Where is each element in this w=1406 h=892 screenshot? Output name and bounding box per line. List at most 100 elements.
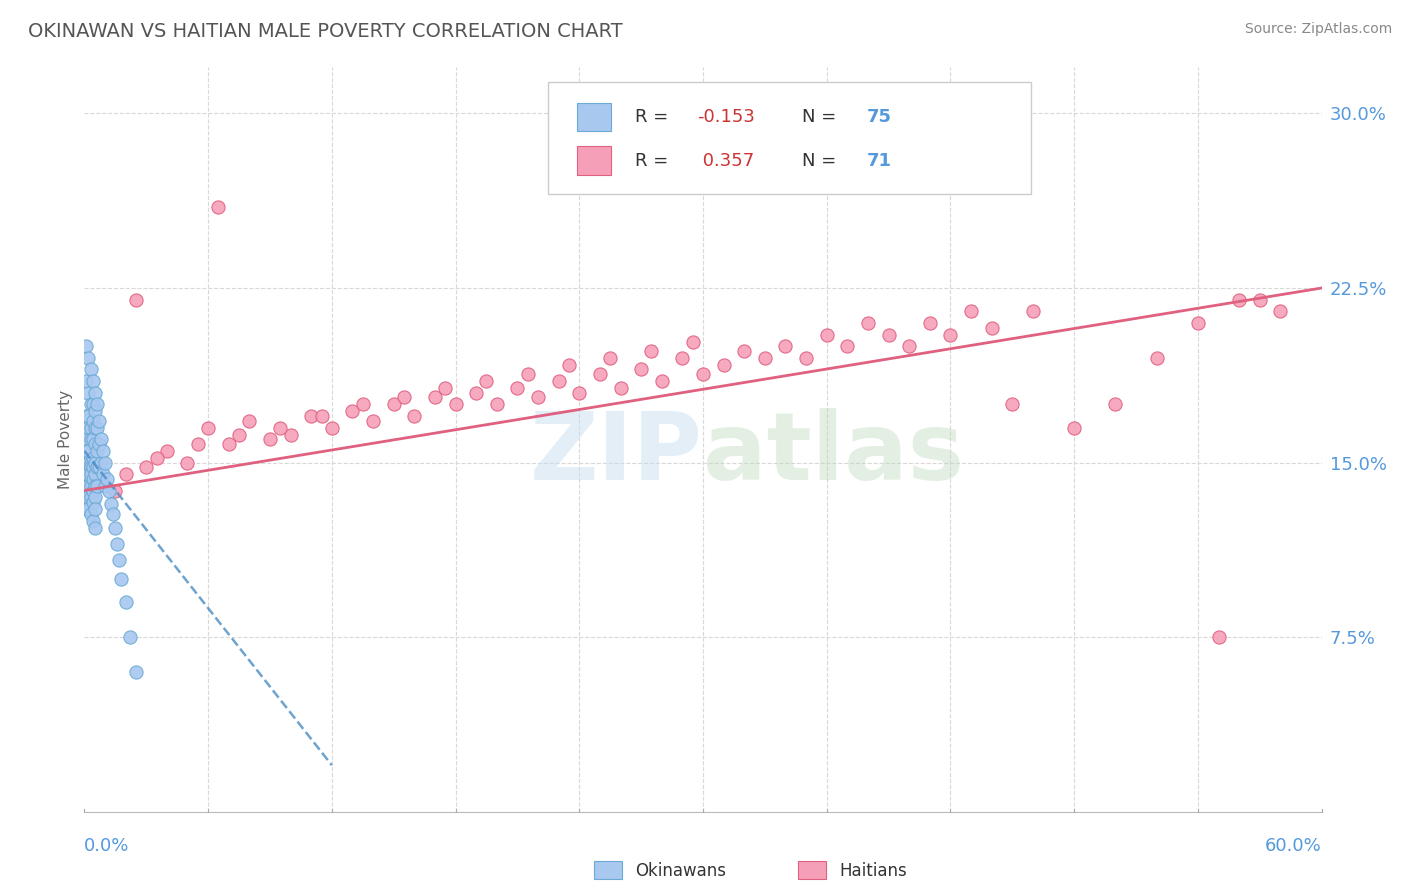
Point xyxy=(77,409,100,423)
Point xyxy=(91,444,114,458)
Point xyxy=(83,479,105,493)
Point xyxy=(423,391,446,405)
FancyBboxPatch shape xyxy=(548,82,1031,194)
Point xyxy=(361,414,384,428)
Point xyxy=(125,665,148,679)
Text: Source: ZipAtlas.com: Source: ZipAtlas.com xyxy=(1244,22,1392,37)
Point xyxy=(280,427,302,442)
Point xyxy=(82,374,104,388)
Point xyxy=(713,358,735,372)
Point xyxy=(104,483,127,498)
Point xyxy=(77,351,100,365)
Point xyxy=(506,381,529,395)
Point xyxy=(1063,420,1085,434)
Point xyxy=(156,444,179,458)
Point xyxy=(145,450,167,465)
Point xyxy=(77,444,100,458)
Point xyxy=(83,521,105,535)
Text: 0.0%: 0.0% xyxy=(84,837,129,855)
Point xyxy=(259,433,281,447)
Point xyxy=(898,339,921,353)
Text: atlas: atlas xyxy=(703,409,965,500)
Point xyxy=(114,467,136,482)
Point xyxy=(82,495,104,509)
Point xyxy=(83,385,105,400)
Point xyxy=(815,327,838,342)
Point xyxy=(98,483,121,498)
Point xyxy=(1022,304,1045,318)
Point xyxy=(83,420,105,434)
Point xyxy=(79,460,101,475)
Point xyxy=(485,397,508,411)
Point xyxy=(527,391,550,405)
Point xyxy=(79,397,101,411)
Point xyxy=(75,491,97,505)
Point xyxy=(75,502,97,516)
Bar xyxy=(797,862,827,880)
FancyBboxPatch shape xyxy=(576,103,612,131)
Point xyxy=(630,362,652,376)
Point xyxy=(75,479,97,493)
Point xyxy=(434,381,457,395)
Point xyxy=(465,385,488,400)
Text: Okinawans: Okinawans xyxy=(636,862,727,880)
Text: 0.357: 0.357 xyxy=(697,152,754,169)
Point xyxy=(86,479,108,493)
Point xyxy=(118,630,141,644)
Point xyxy=(321,420,343,434)
Point xyxy=(1270,304,1292,318)
Point xyxy=(86,444,108,458)
Point xyxy=(692,367,714,381)
Point xyxy=(82,483,104,498)
Point xyxy=(86,420,108,434)
Point xyxy=(392,391,415,405)
Point xyxy=(599,351,621,365)
Text: R =: R = xyxy=(636,152,673,169)
Point xyxy=(82,450,104,465)
Point xyxy=(77,502,100,516)
Point xyxy=(75,467,97,482)
Point xyxy=(475,374,498,388)
Point xyxy=(980,320,1002,334)
Text: 75: 75 xyxy=(866,108,891,126)
Point xyxy=(671,351,693,365)
Point xyxy=(1227,293,1250,307)
Point xyxy=(794,351,817,365)
Point xyxy=(918,316,941,330)
Point xyxy=(547,374,569,388)
Point xyxy=(218,437,240,451)
Point xyxy=(82,472,104,486)
Point xyxy=(77,385,100,400)
Point xyxy=(79,420,101,434)
Point xyxy=(1187,316,1209,330)
Point xyxy=(1208,630,1230,644)
Point xyxy=(83,491,105,505)
Point xyxy=(837,339,859,353)
Point xyxy=(83,456,105,470)
Bar xyxy=(593,862,621,880)
Point xyxy=(100,498,122,512)
Point xyxy=(77,491,100,505)
Point xyxy=(382,397,405,411)
Point xyxy=(75,374,97,388)
Point xyxy=(75,409,97,423)
Point xyxy=(609,381,631,395)
Point xyxy=(269,420,291,434)
Point xyxy=(79,507,101,521)
Y-axis label: Male Poverty: Male Poverty xyxy=(58,390,73,489)
Point xyxy=(82,433,104,447)
Text: ZIP: ZIP xyxy=(530,409,703,500)
Point xyxy=(444,397,467,411)
Point xyxy=(568,385,591,400)
Point xyxy=(75,444,97,458)
Point xyxy=(79,479,101,493)
Point xyxy=(1104,397,1126,411)
Point xyxy=(79,433,101,447)
Point xyxy=(87,460,110,475)
Point xyxy=(404,409,426,423)
Point xyxy=(733,343,755,358)
Point xyxy=(877,327,900,342)
Point xyxy=(754,351,776,365)
Point xyxy=(135,460,157,475)
Text: 71: 71 xyxy=(866,152,891,169)
